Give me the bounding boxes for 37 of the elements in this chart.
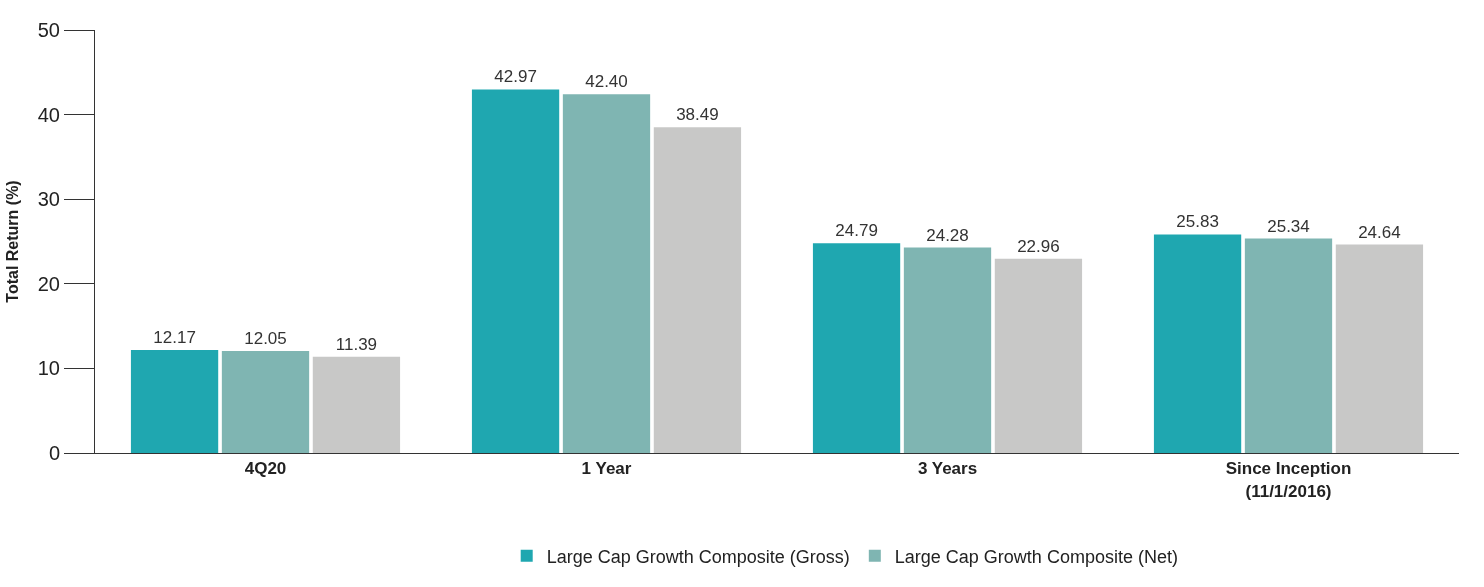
bar <box>221 351 310 453</box>
data-label: 25.83 <box>1176 212 1219 232</box>
x-tick-label: 4Q20 <box>244 459 287 479</box>
bar <box>1244 238 1333 453</box>
y-tick-label: 10 <box>37 357 60 380</box>
data-label: 22.96 <box>1017 236 1060 256</box>
data-label: 11.39 <box>335 334 378 354</box>
x-tick-label: 1 Year <box>581 459 632 479</box>
y-tick-label: 50 <box>37 19 60 41</box>
y-axis-title: Total Return (%) <box>3 180 21 303</box>
x-tick-label: 3 Years <box>917 459 978 479</box>
y-tick-label: 0 <box>48 442 60 464</box>
data-label: 24.28 <box>926 225 969 245</box>
bar <box>653 127 742 453</box>
data-label: 24.64 <box>1358 222 1401 242</box>
data-label: 12.05 <box>244 329 287 349</box>
bar <box>903 247 992 453</box>
data-label: 42.97 <box>494 67 537 87</box>
legend-label: Large Cap Growth Composite (Gross) <box>546 546 850 567</box>
x-tick-label: Since Inception (11/1/2016) <box>1225 459 1352 501</box>
data-label: 38.49 <box>676 105 719 125</box>
data-label: 42.40 <box>585 72 628 92</box>
y-tick-label: 40 <box>37 103 60 126</box>
data-label: 25.34 <box>1267 216 1310 236</box>
y-tick-label: 30 <box>37 188 60 211</box>
data-label: 12.17 <box>153 328 196 348</box>
bar <box>994 258 1083 453</box>
bar <box>130 350 219 453</box>
bar <box>1335 244 1424 453</box>
bar <box>812 243 901 453</box>
legend-label: Large Cap Growth Composite (Net) <box>894 546 1178 567</box>
bar <box>312 356 401 453</box>
data-label: 24.79 <box>835 221 878 241</box>
y-tick-label: 20 <box>37 272 60 295</box>
bar <box>562 94 651 453</box>
bar <box>471 89 560 453</box>
bar <box>1153 234 1242 453</box>
